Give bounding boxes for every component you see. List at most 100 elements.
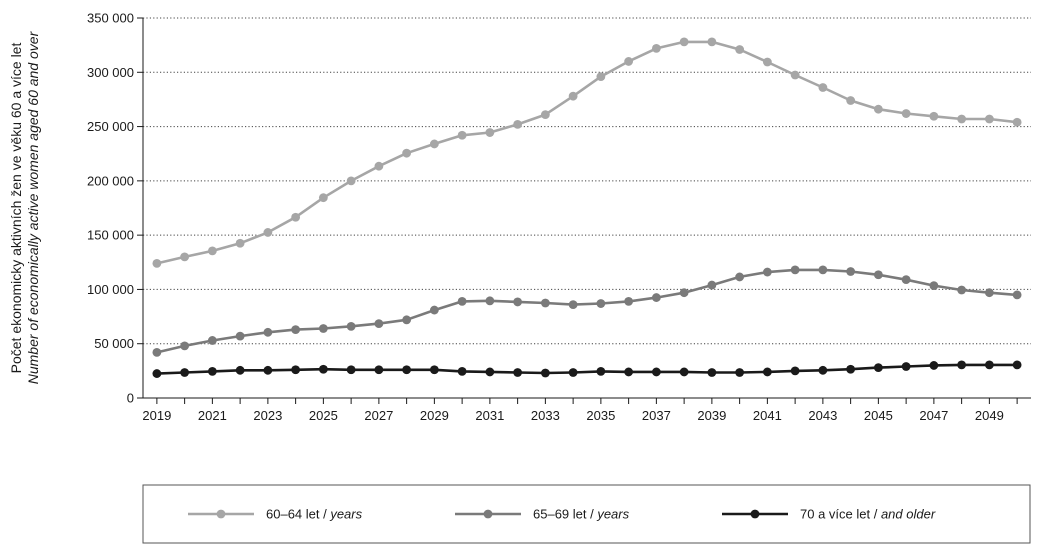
series-line <box>156 40 1018 265</box>
data-point <box>624 57 634 66</box>
data-point <box>984 360 994 370</box>
data-point <box>1012 360 1022 370</box>
x-tick-label: 2047 <box>919 408 948 423</box>
x-tick-label: 2029 <box>420 408 449 423</box>
data-point <box>790 70 800 80</box>
data-point <box>651 293 661 302</box>
series-1 <box>152 37 1022 268</box>
data-point <box>152 369 162 378</box>
data-point <box>735 368 745 377</box>
series-layer <box>152 37 1022 378</box>
x-tick-label: 2035 <box>586 408 615 423</box>
data-point <box>818 265 828 275</box>
y-tick-label: 250 000 <box>87 119 134 134</box>
data-point <box>291 212 301 222</box>
data-point <box>429 305 439 315</box>
x-tick-label: 2023 <box>253 408 282 423</box>
legend-item-1: 60–64 let / years <box>188 507 363 522</box>
data-point <box>790 366 800 376</box>
data-point <box>374 365 384 375</box>
data-point <box>346 365 356 375</box>
data-point <box>457 130 467 140</box>
data-point <box>291 365 301 375</box>
data-point <box>762 367 772 377</box>
x-axis-ticks: 2019 2021 2023 2025 2027 2029 2031 2033 2035 2037… <box>142 398 1018 423</box>
legend-label-cz: 60–64 let / <box>266 507 330 522</box>
y-tick-label: 300 000 <box>87 65 134 80</box>
x-tick-label: 2033 <box>531 408 560 423</box>
x-tick-label: 2045 <box>864 408 893 423</box>
series-line <box>156 268 1018 354</box>
x-tick-label: 2049 <box>975 408 1004 423</box>
x-tick-label: 2027 <box>364 408 393 423</box>
data-point <box>207 336 217 345</box>
data-point <box>957 114 967 124</box>
data-point <box>707 37 717 47</box>
data-point <box>846 267 856 276</box>
data-point <box>457 296 467 306</box>
legend-swatch-marker <box>750 509 760 519</box>
y-tick-label: 200 000 <box>87 173 134 188</box>
legend-item-3: 70 a více let / and older <box>722 507 936 522</box>
data-point <box>957 285 967 295</box>
data-point <box>596 299 606 308</box>
data-point <box>929 361 939 370</box>
data-point <box>984 114 994 124</box>
data-point <box>235 331 245 341</box>
data-point <box>901 109 911 118</box>
data-point <box>624 296 634 306</box>
y-axis-label: Počet ekonomicky aktivních žen ve věku 6… <box>8 30 41 384</box>
data-point <box>318 364 328 374</box>
data-point <box>873 104 883 114</box>
legend-label: 70 a více let / and older <box>800 507 936 522</box>
data-point <box>762 267 772 277</box>
data-point <box>596 367 606 376</box>
series-2 <box>152 265 1022 357</box>
x-tick-label: 2041 <box>753 408 782 423</box>
data-point <box>901 275 911 285</box>
data-point <box>152 258 162 268</box>
data-point <box>485 296 495 306</box>
data-point <box>929 111 939 121</box>
data-point <box>1012 290 1022 300</box>
y-tick-label: 100 000 <box>87 282 134 297</box>
data-point <box>790 265 800 275</box>
data-point <box>707 368 717 377</box>
data-point <box>929 281 939 291</box>
x-tick-label: 2039 <box>697 408 726 423</box>
legend-label: 65–69 let / years <box>533 507 630 522</box>
data-point <box>679 288 689 298</box>
legend-swatch-marker <box>483 509 493 519</box>
y-axis-label-cz: Počet ekonomicky aktivních žen ve věku 6… <box>8 43 24 374</box>
data-point <box>180 341 190 351</box>
data-point <box>429 365 439 375</box>
data-point <box>679 37 689 47</box>
data-point <box>513 297 523 307</box>
data-point <box>485 367 495 377</box>
data-point <box>263 327 273 337</box>
data-point <box>235 365 245 375</box>
data-point <box>374 161 384 171</box>
legend: 60–64 let / years 65–69 let / years 70 a v… <box>188 507 936 522</box>
x-tick-label: 2031 <box>475 408 504 423</box>
x-tick-label: 2043 <box>808 408 837 423</box>
data-point <box>818 365 828 375</box>
legend-label-cz: 65–69 let / <box>533 507 597 522</box>
data-point <box>207 367 217 376</box>
data-point <box>513 368 523 377</box>
data-point <box>318 324 328 333</box>
series-line <box>156 363 1018 375</box>
grid <box>143 17 1031 345</box>
data-point <box>1012 117 1022 127</box>
data-point <box>984 288 994 298</box>
data-point <box>318 193 328 203</box>
y-tick-label: 150 000 <box>87 228 134 243</box>
x-tick-label: 2021 <box>198 408 227 423</box>
data-point <box>540 298 550 308</box>
y-tick-label: 350 000 <box>87 11 134 26</box>
data-point <box>540 110 550 120</box>
axes <box>142 18 1031 399</box>
data-point <box>846 364 856 374</box>
data-point <box>707 280 717 290</box>
